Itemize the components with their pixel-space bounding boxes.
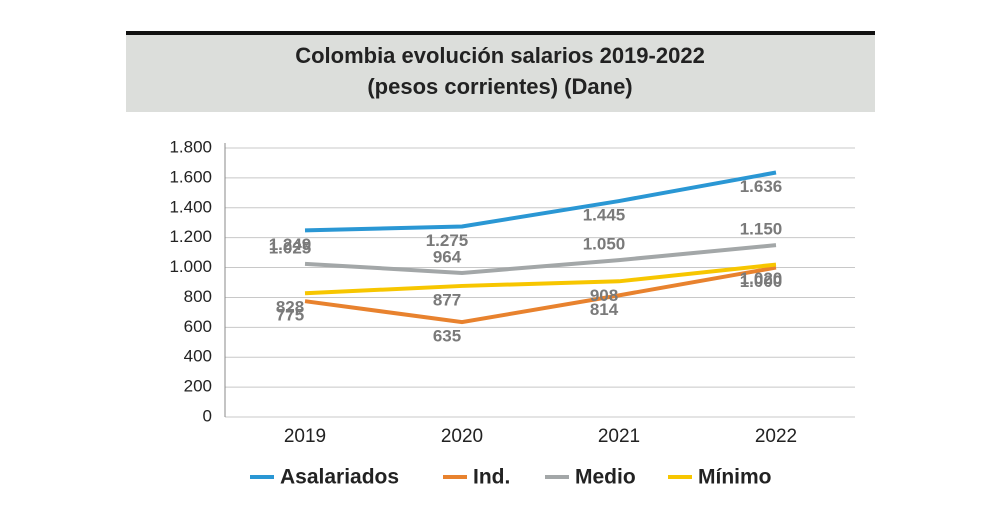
value-label: 964 — [433, 247, 462, 266]
legend-label: Mínimo — [698, 466, 772, 489]
chart-subtitle: (pesos corrientes) (Dane) — [367, 74, 632, 99]
series-line — [304, 265, 777, 325]
legend-label: Asalariados — [280, 466, 399, 489]
title-box — [126, 32, 875, 112]
series-line — [304, 170, 777, 233]
y-tick-label: 1.400 — [169, 197, 212, 216]
title-rule — [126, 31, 875, 35]
value-label: 1.020 — [740, 269, 783, 288]
value-label: 1.050 — [583, 235, 626, 254]
value-label: 1.025 — [269, 238, 312, 257]
series-line — [304, 243, 777, 275]
x-tick-label: 2020 — [441, 426, 483, 447]
value-label: 1.249 — [269, 235, 312, 254]
value-label: 635 — [433, 327, 461, 346]
value-label: 908 — [590, 286, 618, 305]
value-label: 828 — [276, 298, 304, 317]
y-tick-label: 1.600 — [169, 167, 212, 186]
x-tick-label: 2019 — [284, 426, 326, 447]
y-tick-label: 800 — [184, 287, 212, 306]
legend-label: Ind. — [473, 466, 510, 489]
y-tick-label: 1.800 — [169, 137, 212, 156]
value-label: 1.000 — [740, 272, 783, 291]
value-label: 775 — [276, 306, 304, 325]
series-line — [304, 262, 777, 296]
value-label: 1.445 — [583, 206, 626, 225]
y-tick-label: 1.200 — [169, 227, 212, 246]
value-label: 1.150 — [740, 220, 783, 239]
y-tick-label: 600 — [184, 317, 212, 336]
value-label: 877 — [433, 290, 461, 309]
value-label: 1.636 — [740, 177, 783, 196]
x-tick-label: 2022 — [755, 426, 797, 447]
y-tick-label: 0 — [203, 406, 212, 425]
value-label: 814 — [590, 300, 619, 319]
y-tick-label: 1.000 — [169, 257, 212, 276]
y-tick-label: 400 — [184, 347, 212, 366]
legend-label: Medio — [575, 466, 636, 489]
chart-title: Colombia evolución salarios 2019-2022 — [295, 43, 705, 68]
y-tick-label: 200 — [184, 377, 212, 396]
value-label: 1.275 — [426, 231, 469, 250]
x-tick-label: 2021 — [598, 426, 640, 447]
